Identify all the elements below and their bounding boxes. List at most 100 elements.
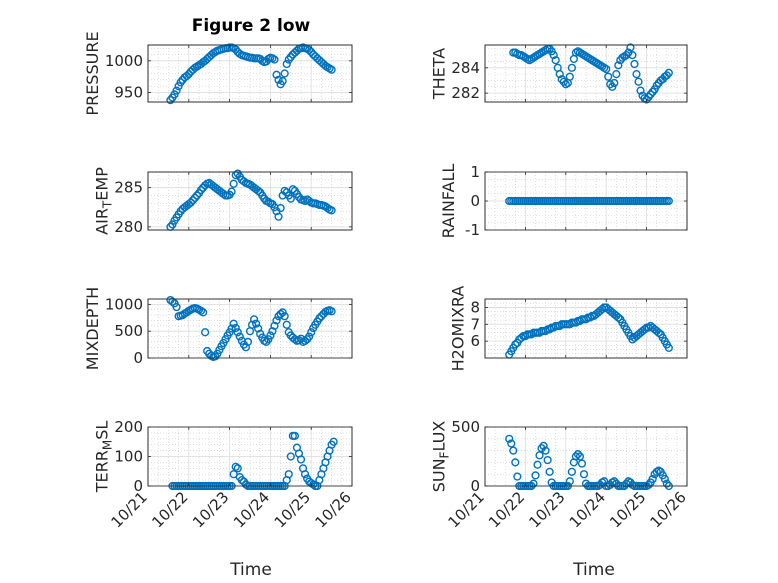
data-series xyxy=(166,295,336,362)
data-point xyxy=(284,470,293,479)
y-axis-label: PRESSURE xyxy=(83,31,102,115)
data-point xyxy=(198,308,208,317)
data-point xyxy=(290,431,299,440)
data-point xyxy=(543,455,552,465)
y-axis-label: TERRMSL xyxy=(93,421,115,494)
data-point xyxy=(505,434,514,443)
data-point xyxy=(182,71,191,81)
data-point xyxy=(235,332,244,341)
data-point xyxy=(537,444,546,453)
data-point xyxy=(276,203,285,213)
x-tick-label: 10/25 xyxy=(271,488,314,531)
data-point xyxy=(268,327,277,336)
data-point xyxy=(565,72,574,81)
y-tick-label: 100 xyxy=(114,448,143,466)
data-point xyxy=(272,316,281,325)
data-point xyxy=(571,452,581,461)
data-point xyxy=(270,55,279,64)
y-tick-label: 950 xyxy=(114,84,143,102)
x-tick-label: 10/21 xyxy=(445,488,488,531)
data-point xyxy=(278,76,287,86)
data-point xyxy=(579,470,589,479)
data-point xyxy=(272,70,281,79)
data-point xyxy=(585,313,595,322)
data-point xyxy=(644,480,653,489)
y-tick-label: 1000 xyxy=(105,295,143,313)
y-tick-label: 280 xyxy=(114,218,143,236)
data-series xyxy=(166,43,336,105)
major-grid xyxy=(485,299,687,358)
data-point xyxy=(300,336,310,345)
data-point xyxy=(630,59,639,69)
axes-frame xyxy=(147,171,353,231)
data-point xyxy=(280,312,289,321)
data-point xyxy=(664,343,673,352)
data-point xyxy=(172,302,181,312)
y-tick-label: 285 xyxy=(114,179,143,197)
y-axis-label: RAINFALL xyxy=(439,164,458,239)
data-point xyxy=(307,328,316,337)
data-point xyxy=(664,196,673,206)
data-point xyxy=(327,65,336,74)
data-point xyxy=(575,452,585,461)
data-point xyxy=(648,474,657,484)
axes-frame xyxy=(484,44,688,103)
data-point xyxy=(305,332,314,341)
data-point xyxy=(664,68,673,77)
y-axis-label: AIRTEMP xyxy=(93,167,115,235)
data-point xyxy=(323,203,332,213)
data-point xyxy=(628,51,637,60)
data-point xyxy=(229,179,238,188)
data-series xyxy=(166,169,336,231)
data-point xyxy=(168,220,177,229)
data-point xyxy=(237,476,246,485)
data-point xyxy=(511,340,520,349)
data-point xyxy=(598,305,607,314)
data-point xyxy=(233,464,242,473)
x-tick-label: 10/24 xyxy=(566,488,609,531)
data-point xyxy=(249,315,259,324)
data-point xyxy=(565,477,574,486)
y-tick-label: 1000 xyxy=(105,52,143,70)
data-point xyxy=(315,314,324,323)
y-tick-label: 500 xyxy=(451,418,480,436)
data-point xyxy=(614,313,623,322)
y-tick-label: 0 xyxy=(470,192,480,210)
chart-title: Figure 2 low xyxy=(192,16,311,36)
x-tick-label: 10/23 xyxy=(525,488,568,531)
y-tick-label: 1 xyxy=(470,163,480,181)
data-point xyxy=(660,474,669,484)
axes-frame xyxy=(147,44,353,103)
data-point xyxy=(545,325,554,334)
data-point xyxy=(282,59,291,69)
data-point xyxy=(541,326,550,336)
y-tick-label: 0 xyxy=(470,477,480,495)
data-point xyxy=(192,191,202,200)
data-point xyxy=(654,328,663,337)
data-point xyxy=(602,64,611,74)
data-point xyxy=(632,70,641,79)
x-tick-label: 10/23 xyxy=(189,488,232,531)
data-point xyxy=(662,479,671,488)
data-point xyxy=(286,452,295,461)
data-point xyxy=(636,86,645,95)
data-point xyxy=(274,212,283,221)
data-point xyxy=(229,319,238,328)
data-point xyxy=(533,460,542,469)
data-point xyxy=(545,467,554,476)
data-point xyxy=(243,337,253,347)
data-point xyxy=(296,455,306,464)
data-point xyxy=(600,477,609,486)
data-point xyxy=(280,186,289,195)
data-point xyxy=(196,185,206,195)
data-point xyxy=(264,197,273,206)
data-point xyxy=(329,437,338,446)
data-point xyxy=(549,51,558,60)
x-tick-label: 10/22 xyxy=(485,488,528,531)
data-point xyxy=(252,319,261,328)
data-point xyxy=(571,318,581,327)
